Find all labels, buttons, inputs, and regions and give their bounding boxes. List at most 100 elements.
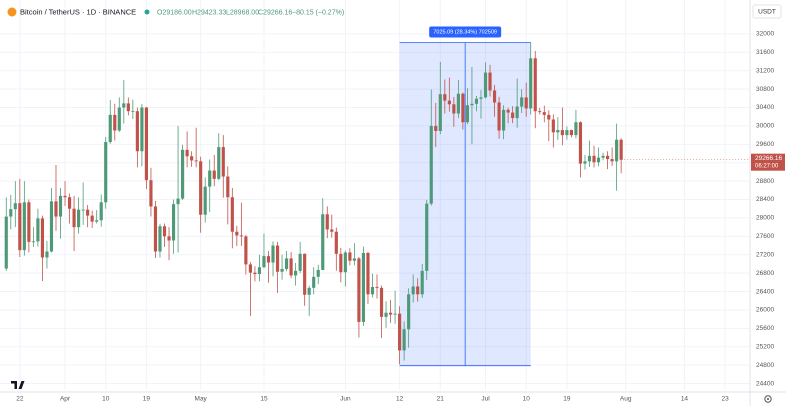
y-tick-label: 27600 [756, 233, 774, 240]
logo-mark [11, 381, 25, 389]
candle-body [615, 139, 619, 162]
candle-body [248, 264, 252, 273]
candle-body [596, 157, 601, 163]
candle-body [619, 139, 623, 160]
candle-body [547, 114, 551, 120]
x-tick-label: 23 [722, 396, 730, 403]
candle-body [95, 220, 99, 222]
candle-body [416, 286, 420, 295]
candle-body [262, 256, 266, 268]
candle-body [492, 90, 497, 103]
y-tick-label: 32000 [756, 31, 774, 38]
settings-button[interactable] [764, 395, 772, 403]
candle-body [253, 272, 257, 275]
candle-body [334, 231, 338, 254]
candle-body [194, 160, 198, 162]
candle-body [135, 111, 139, 152]
candle-body [181, 149, 185, 199]
candle-body [551, 119, 555, 133]
candle-body [158, 226, 162, 252]
candle-body [352, 258, 356, 261]
candle-body [479, 97, 483, 99]
candle-body [438, 94, 442, 131]
candle-body [266, 256, 271, 263]
currency-button[interactable] [752, 4, 782, 19]
candle-body [402, 329, 406, 351]
settings-icon-center [767, 398, 769, 400]
candle-body [343, 252, 347, 273]
candle-body [452, 104, 456, 114]
ohlc-high: H29423.33 [192, 9, 226, 16]
x-tick-label: 15 [260, 396, 268, 403]
candle-body [239, 235, 243, 237]
plot-area [4, 42, 750, 367]
y-tick-label: 26000 [756, 307, 774, 314]
x-tick-label: Jul [481, 396, 490, 403]
y-tick-label: 31600 [756, 49, 774, 56]
candle-body [515, 106, 519, 119]
candle-body [244, 236, 248, 265]
candle-body [569, 130, 573, 136]
y-tick-label: 30400 [756, 104, 774, 111]
candle-body [443, 94, 447, 101]
candle-body [375, 286, 379, 288]
candle-body [108, 114, 112, 143]
candle-body [31, 241, 35, 243]
y-tick-label: 31200 [756, 67, 774, 74]
y-tick-label: 30800 [756, 86, 774, 93]
candle-body [556, 130, 560, 133]
candle-body [77, 209, 81, 228]
candle-body [434, 125, 438, 131]
y-tick-label: 27200 [756, 251, 774, 258]
x-tick-label: 14 [681, 396, 689, 403]
candle-body [275, 245, 280, 272]
settings-icon[interactable] [764, 395, 772, 403]
x-tick-label: 10 [523, 396, 531, 403]
candle-body [36, 218, 40, 242]
x-tick-label: May [195, 396, 208, 403]
candle-body [27, 202, 31, 242]
x-tick-label: 21 [437, 396, 445, 403]
candle-body [58, 195, 63, 217]
x-tick-label: 12 [396, 396, 404, 403]
candle-body [117, 107, 121, 131]
candle-body [461, 93, 465, 123]
x-tick-label: Apr [60, 396, 71, 403]
candle-body [113, 114, 117, 131]
ohlc-close: C29266.16 [258, 9, 292, 16]
candle-body [45, 251, 49, 258]
candle-body [610, 159, 614, 162]
x-tick-label: 19 [143, 396, 151, 403]
candle-body [574, 122, 578, 136]
x-tick-label: Aug [620, 396, 632, 403]
ohlc-open: O29186.00 [157, 9, 192, 16]
candle-body [140, 107, 144, 152]
candle-body [429, 125, 433, 204]
candle-body [199, 161, 203, 215]
header: Bitcoin / TetherUS · 1D · BINANCE O29186… [7, 7, 344, 17]
candle-body [578, 122, 583, 164]
candle-body [533, 58, 537, 112]
candle-body [538, 111, 542, 113]
candle-body [9, 209, 13, 217]
candle-body [366, 252, 370, 295]
y-tick-label: 25200 [756, 343, 774, 350]
candle-body [321, 214, 325, 270]
candle-body [86, 209, 90, 216]
candle-body [126, 103, 130, 112]
candle-body [190, 156, 194, 161]
market-status[interactable] [144, 9, 150, 15]
candle-body [280, 269, 284, 272]
candle-body [398, 313, 402, 351]
candle-body [511, 112, 515, 119]
candle-body [22, 202, 26, 251]
candle-body [307, 287, 311, 295]
candle-body [149, 180, 153, 207]
y-tick-label: 26400 [756, 288, 774, 295]
candle-body [470, 103, 474, 106]
candle-body [325, 214, 329, 230]
candle-body [257, 267, 262, 275]
candle-body [384, 312, 388, 317]
candle-body [316, 269, 320, 277]
candle-body [407, 294, 411, 330]
